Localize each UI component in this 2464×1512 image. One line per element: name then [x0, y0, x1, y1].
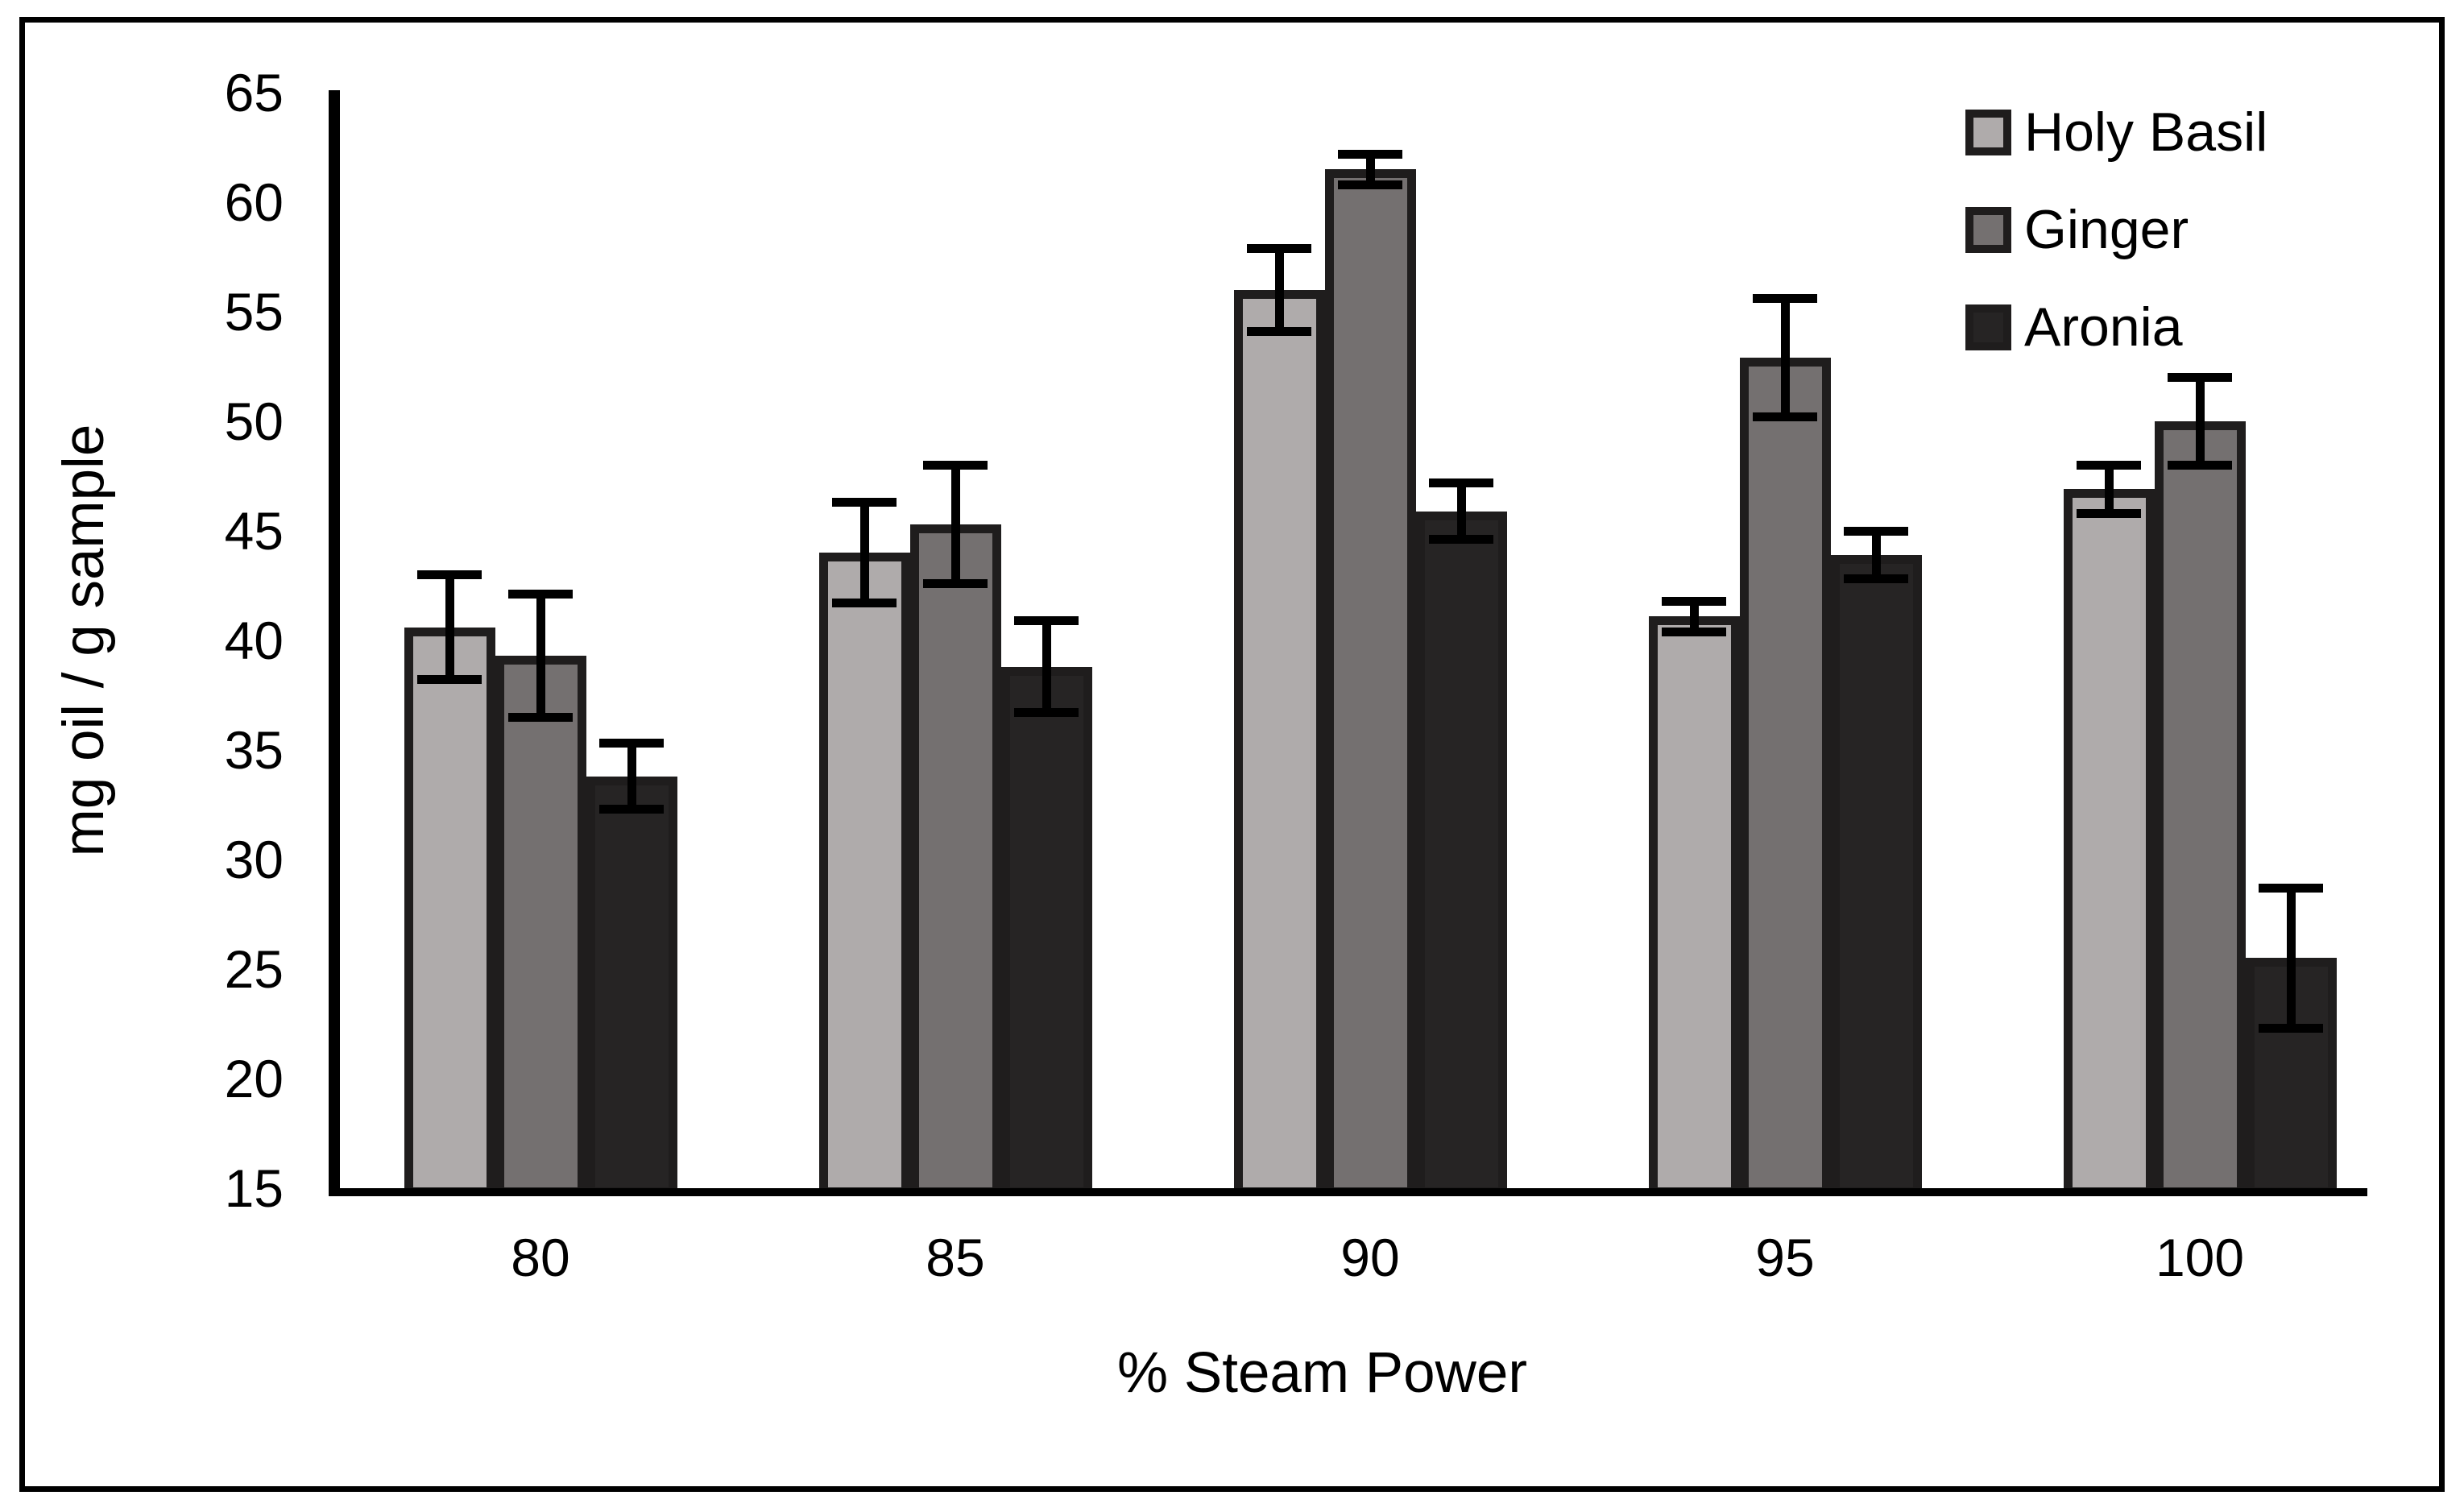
legend-item-ginger: Ginger	[1965, 201, 2189, 259]
x-tick-label-95: 95	[1755, 1228, 1815, 1287]
error-bar-aronia-85-line	[1042, 620, 1051, 713]
error-bar-holy-basil-100-cap-top	[2077, 460, 2141, 470]
x-axis-title: % Steam Power	[1117, 1341, 1528, 1405]
error-bar-holy-basil-80-line	[445, 574, 454, 680]
error-bar-aronia-100-line	[2286, 888, 2296, 1029]
x-tick-label-90: 90	[1340, 1228, 1400, 1287]
error-bar-holy-basil-90-cap-top	[1247, 243, 1311, 253]
bar-holy-basil-90	[1233, 289, 1325, 1196]
bar-aronia-85	[1000, 666, 1092, 1196]
error-bar-holy-basil-100-cap-bottom	[2077, 508, 2141, 518]
error-bar-ginger-85-cap-bottom	[923, 578, 988, 588]
bar-ginger-95	[1739, 358, 1831, 1196]
error-bar-ginger-85-line	[950, 465, 960, 584]
error-bar-ginger-95-line	[1780, 298, 1790, 417]
y-tick-label-45: 45	[224, 501, 284, 561]
error-bar-holy-basil-85-cap-bottom	[832, 599, 897, 608]
error-bar-aronia-95-line	[1871, 531, 1881, 579]
bar-aronia-100	[2245, 958, 2337, 1196]
y-tick-label-50: 50	[224, 391, 284, 451]
legend-item-holy-basil: Holy Basil	[1965, 103, 2267, 161]
bar-aronia-80	[586, 776, 677, 1196]
error-bar-holy-basil-85-line	[859, 502, 869, 603]
error-bar-ginger-80-cap-top	[508, 590, 573, 599]
error-bar-ginger-85-cap-top	[923, 460, 988, 470]
bar-aronia-95	[1830, 554, 1922, 1196]
y-tick-label-20: 20	[224, 1049, 284, 1108]
legend-swatch-aronia	[1965, 304, 2011, 350]
legend-label: Ginger	[2024, 199, 2189, 260]
error-bar-holy-basil-100-line	[2104, 465, 2114, 514]
error-bar-ginger-80-line	[536, 594, 545, 718]
legend-label: Holy Basil	[2024, 101, 2268, 163]
error-bar-aronia-85-cap-bottom	[1014, 708, 1079, 718]
legend-swatch-ginger	[1965, 206, 2011, 253]
bar-holy-basil-100	[2063, 489, 2155, 1196]
error-bar-aronia-90-cap-bottom	[1429, 535, 1493, 545]
bar-ginger-80	[495, 656, 586, 1196]
bar-ginger-85	[909, 524, 1001, 1196]
legend-swatch-holy-basil	[1965, 109, 2011, 155]
y-tick-label-55: 55	[224, 282, 284, 342]
error-bar-aronia-80-cap-top	[599, 739, 664, 748]
bar-ginger-90	[1324, 169, 1416, 1196]
error-bar-aronia-80-cap-bottom	[599, 804, 664, 814]
error-bar-holy-basil-90-cap-bottom	[1247, 326, 1311, 336]
error-bar-ginger-90-line	[1365, 154, 1375, 185]
error-bar-aronia-95-cap-bottom	[1844, 574, 1908, 584]
y-tick-label-40: 40	[224, 611, 284, 670]
y-tick-label-35: 35	[224, 720, 284, 780]
error-bar-ginger-95-cap-bottom	[1753, 412, 1817, 422]
error-bar-aronia-100-cap-top	[2259, 883, 2323, 893]
bar-aronia-90	[1415, 511, 1507, 1196]
error-bar-ginger-95-cap-top	[1753, 294, 1817, 304]
bar-holy-basil-95	[1648, 616, 1740, 1196]
error-bar-ginger-100-cap-top	[2168, 373, 2232, 383]
bar-ginger-100	[2154, 421, 2246, 1196]
error-bar-aronia-80-line	[627, 743, 636, 810]
error-bar-holy-basil-95-line	[1689, 601, 1699, 632]
error-bar-aronia-95-cap-top	[1844, 526, 1908, 536]
y-tick-label-65: 65	[224, 63, 284, 122]
x-tick-label-80: 80	[511, 1228, 570, 1287]
error-bar-ginger-80-cap-bottom	[508, 712, 573, 722]
legend-label: Aronia	[2024, 296, 2183, 358]
error-bar-aronia-100-cap-bottom	[2259, 1023, 2323, 1033]
error-bar-holy-basil-80-cap-bottom	[417, 675, 482, 685]
x-tick-label-85: 85	[926, 1228, 985, 1287]
error-bar-holy-basil-95-cap-bottom	[1662, 627, 1726, 636]
error-bar-aronia-90-cap-top	[1429, 478, 1493, 487]
bar-holy-basil-85	[818, 553, 910, 1196]
error-bar-ginger-100-cap-bottom	[2168, 460, 2232, 470]
error-bar-ginger-100-line	[2195, 377, 2205, 466]
error-bar-holy-basil-95-cap-top	[1662, 596, 1726, 606]
error-bar-aronia-90-line	[1456, 483, 1466, 540]
error-bar-holy-basil-85-cap-top	[832, 498, 897, 507]
y-axis-line	[329, 90, 340, 1196]
x-axis-line	[329, 1188, 2367, 1196]
x-tick-label-100: 100	[2155, 1228, 2245, 1287]
error-bar-ginger-90-cap-top	[1338, 149, 1402, 159]
bar-holy-basil-80	[404, 627, 495, 1196]
legend-item-aronia: Aronia	[1965, 298, 2183, 356]
error-bar-holy-basil-90-line	[1274, 248, 1284, 332]
y-axis-title: mg oil / g sample	[52, 424, 116, 857]
error-bar-aronia-85-cap-top	[1014, 616, 1079, 626]
y-tick-label-25: 25	[224, 939, 284, 999]
y-tick-label-30: 30	[224, 830, 284, 889]
y-tick-label-60: 60	[224, 172, 284, 232]
error-bar-ginger-90-cap-bottom	[1338, 180, 1402, 189]
y-tick-label-15: 15	[224, 1158, 284, 1218]
error-bar-holy-basil-80-cap-top	[417, 570, 482, 579]
